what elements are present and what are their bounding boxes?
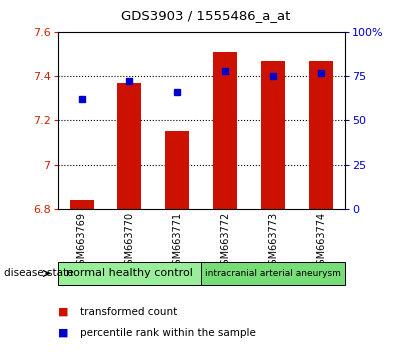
Text: ■: ■ bbox=[58, 307, 68, 316]
Bar bbox=[69, 200, 94, 209]
Bar bbox=[118, 83, 141, 209]
Text: disease state: disease state bbox=[4, 268, 74, 279]
Bar bbox=[261, 61, 285, 209]
Text: normal healthy control: normal healthy control bbox=[66, 268, 193, 279]
Text: percentile rank within the sample: percentile rank within the sample bbox=[80, 328, 256, 338]
Text: transformed count: transformed count bbox=[80, 307, 178, 316]
Bar bbox=[309, 61, 333, 209]
Text: intracranial arterial aneurysm: intracranial arterial aneurysm bbox=[206, 269, 341, 278]
Text: GDS3903 / 1555486_a_at: GDS3903 / 1555486_a_at bbox=[121, 9, 290, 22]
Bar bbox=[213, 52, 237, 209]
Bar bbox=[165, 131, 189, 209]
Text: ■: ■ bbox=[58, 328, 68, 338]
